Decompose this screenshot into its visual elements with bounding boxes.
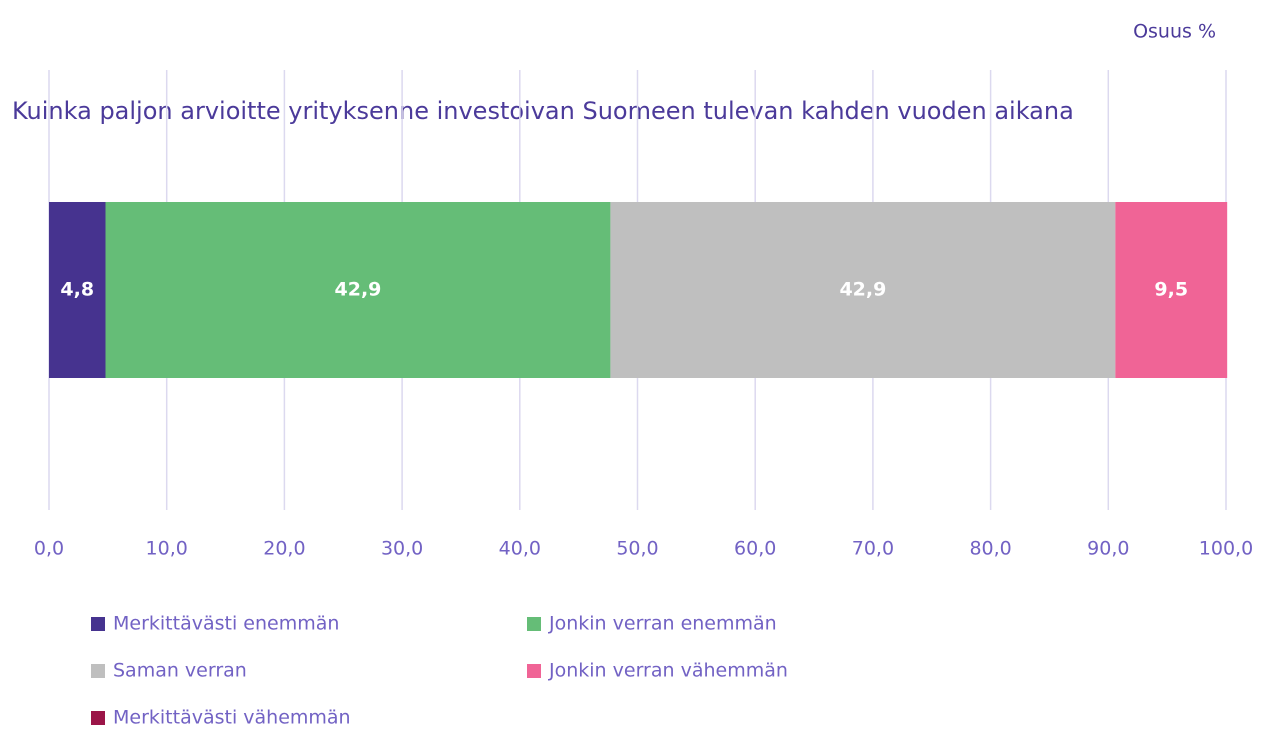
legend-label: Saman verran (113, 660, 247, 682)
x-tick-label: 50,0 (616, 538, 658, 560)
legend-swatch (91, 617, 105, 631)
value-label: 9,5 (1154, 279, 1188, 301)
x-tick-label: 40,0 (499, 538, 541, 560)
x-tick-label: 90,0 (1087, 538, 1129, 560)
x-tick-label: 70,0 (852, 538, 894, 560)
legend-swatch (91, 711, 105, 725)
value-label: 42,9 (335, 279, 382, 301)
bar-segment (105, 202, 611, 378)
category-label: Kuinka paljon arvioitte yrityksenne inve… (12, 97, 1074, 125)
value-label: 42,9 (839, 279, 886, 301)
x-tick-label: 20,0 (263, 538, 305, 560)
bar-segment (610, 202, 1116, 378)
legend-label: Merkittävästi vähemmän (113, 707, 351, 729)
legend-label: Jonkin verran enemmän (548, 613, 777, 635)
x-tick-label: 100,0 (1199, 538, 1253, 560)
legend-swatch (527, 664, 541, 678)
legend-label: Jonkin verran vähemmän (548, 660, 788, 682)
x-tick-label: 0,0 (34, 538, 64, 560)
legend-label: Merkittävästi enemmän (113, 613, 339, 635)
x-tick-label: 30,0 (381, 538, 423, 560)
x-tick-label: 10,0 (146, 538, 188, 560)
bar-segment (1115, 202, 1228, 378)
legend-swatch (91, 664, 105, 678)
x-tick-label: 80,0 (969, 538, 1011, 560)
axis-unit: Osuus % (1133, 21, 1216, 43)
value-label: 4,8 (60, 279, 94, 301)
legend-swatch (527, 617, 541, 631)
x-tick-label: 60,0 (734, 538, 776, 560)
bar-segment (49, 202, 106, 378)
